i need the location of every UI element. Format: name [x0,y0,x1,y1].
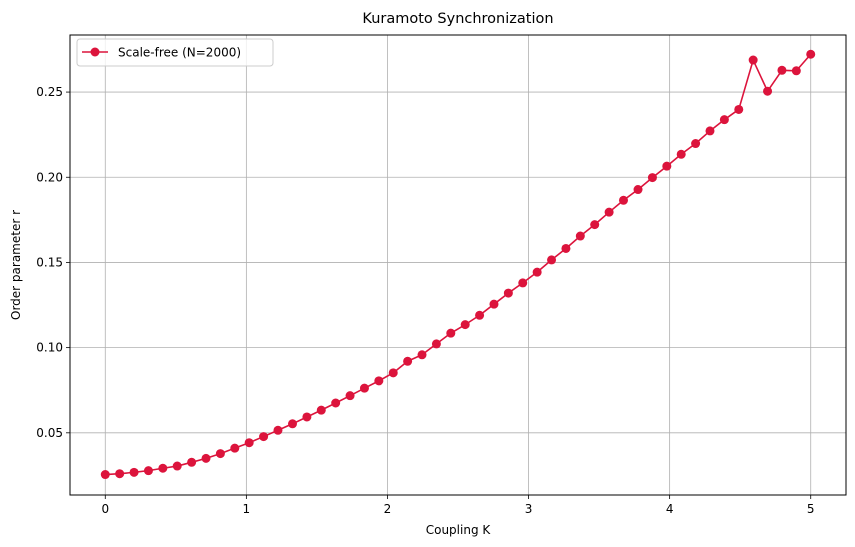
data-point [201,453,211,463]
data-point [604,207,614,217]
data-point [273,425,283,435]
y-tick-label: 0.25 [36,85,63,99]
data-point [734,104,744,114]
x-tick-label: 3 [525,502,533,516]
data-point [719,115,729,125]
data-point [345,391,355,401]
x-tick-label: 0 [101,502,109,516]
legend-label: Scale-free (N=2000) [118,46,241,60]
data-point [316,405,326,415]
chart-title: Kuramoto Synchronization [362,11,553,27]
grid-layer [70,35,846,495]
data-point [777,65,787,75]
data-point [230,443,240,453]
data-point [618,195,628,205]
data-point [374,376,384,386]
data-point [763,86,773,96]
data-point [633,185,643,195]
data-point [647,173,657,183]
data-point [331,398,341,408]
y-tick-label: 0.10 [36,341,63,355]
data-point [691,139,701,149]
y-tick-label: 0.15 [36,255,63,269]
plot-area-frame [69,34,847,496]
data-point [187,457,197,467]
data-point [215,449,225,459]
data-point [532,267,542,277]
data-point [518,278,528,288]
data-point [417,350,427,360]
x-tick-label: 2 [384,502,392,516]
legend: Scale-free (N=2000) [76,38,274,67]
x-tick-label: 4 [666,502,674,516]
x-tick-label: 5 [807,502,815,516]
x-axis-label: Coupling K [426,523,492,537]
data-point [676,149,686,159]
data-point [475,310,485,320]
data-point [172,461,182,471]
x-tick-label: 1 [243,502,251,516]
data-point [100,470,110,480]
data-point [129,467,139,477]
tick-layer: 0 1 2 3 4 5 0.05 0.10 0.15 0.20 0.25 [36,85,814,516]
data-point [748,55,758,65]
data-point [403,356,413,366]
data-point [446,328,456,338]
data-point [158,463,168,473]
data-point [662,161,672,171]
legend-box [76,38,274,67]
data-point [143,466,153,476]
series-layer [100,49,816,480]
data-point [705,126,715,136]
y-tick-label: 0.05 [36,426,63,440]
data-point [288,419,298,429]
data-point [806,49,816,59]
data-point [503,288,513,298]
data-point [302,412,312,422]
data-point [431,339,441,349]
data-point [359,383,369,393]
data-point [244,438,254,448]
data-point [547,255,557,265]
y-tick-label: 0.20 [36,170,63,184]
data-point [388,368,398,378]
data-point [259,432,269,442]
data-point [590,220,600,230]
data-point [575,231,585,241]
data-point [460,320,470,330]
legend-marker-swatch [90,47,100,57]
y-axis-label: Order parameter r [9,210,23,320]
data-point [115,469,125,479]
data-point [489,299,499,309]
data-point [561,243,571,253]
data-point [791,66,801,76]
